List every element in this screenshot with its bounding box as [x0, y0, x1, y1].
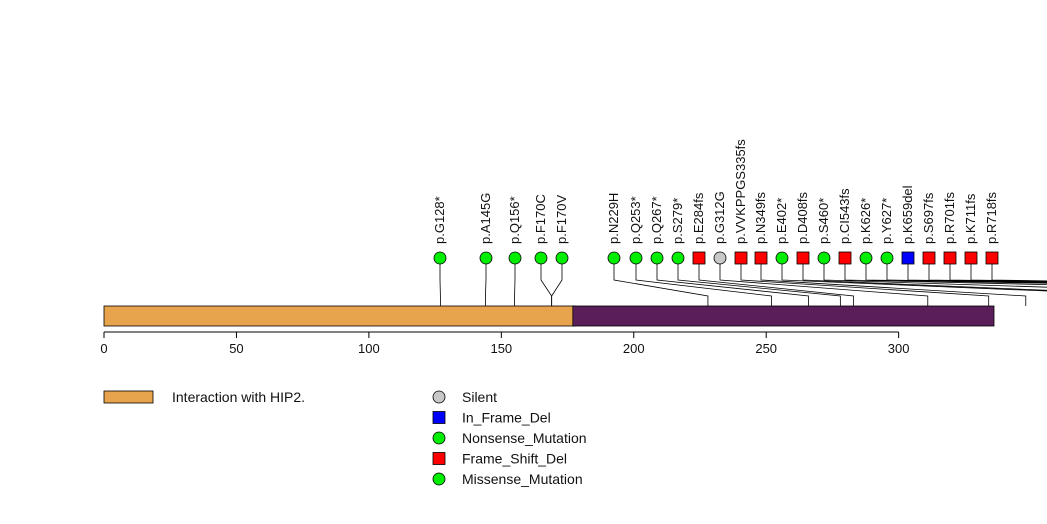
axis-tick-label: 0 — [100, 341, 107, 356]
mutation-stem — [613, 258, 709, 306]
mutation-label: p.G312G — [712, 191, 727, 244]
mutation-label: p.K711fs — [963, 193, 978, 244]
legend-type-circle — [432, 390, 446, 404]
mutation-marker-square — [838, 251, 852, 265]
mutation-markers: p.G128* p.A145G p.Q156* p.F170C p.F170V p.N22… — [432, 139, 999, 265]
mutation-stem — [802, 258, 1047, 291]
mutation-stem — [970, 258, 1047, 282]
legend-type-square — [432, 411, 446, 424]
legend-type-square — [432, 452, 446, 465]
protein-backbone — [103, 305, 995, 327]
mutation-label: p.R718fs — [984, 191, 999, 244]
mutation-stem — [760, 258, 1027, 306]
mutation-marker-square — [964, 251, 978, 265]
mutation-marker-circle — [555, 251, 569, 265]
mutation-marker-circle — [650, 251, 664, 265]
mutation-label: p.E284fs — [691, 192, 706, 244]
mutation-stem — [823, 258, 1047, 288]
mutation-marker-square — [796, 251, 810, 265]
mutation-label: p.Q156* — [507, 196, 522, 244]
mutation-marker-circle — [508, 251, 522, 265]
mutation-stem — [740, 258, 990, 306]
mutation-stem — [485, 258, 487, 306]
mutation-marker-circle — [534, 251, 548, 265]
mutation-stem — [928, 258, 1047, 283]
axis-tick-label: 50 — [229, 341, 243, 356]
mutation-marker-circle — [859, 251, 873, 265]
mutation-marker-square — [985, 251, 999, 265]
mutation-marker-square — [943, 251, 957, 265]
legend-domain-swatch — [103, 390, 154, 404]
mutation-stem — [551, 258, 563, 306]
mutation-label: p.N229H — [606, 193, 621, 244]
legend-type-label: Silent — [462, 389, 497, 405]
mutation-label: p.Q253* — [628, 196, 643, 244]
mutation-marker-circle — [817, 251, 831, 265]
mutation-marker-circle — [775, 251, 789, 265]
mutation-label: p.A145G — [478, 193, 493, 244]
mutation-stem — [886, 258, 1047, 284]
mutation-marker-circle — [607, 251, 621, 265]
mutation-label: p.S279* — [670, 198, 685, 244]
mutation-label: p.S460* — [816, 198, 831, 244]
mutation-marker-square — [754, 251, 768, 265]
mutation-stem — [907, 258, 1047, 283]
axis-tick-label: 100 — [358, 341, 380, 356]
axis-tick-label: 250 — [755, 341, 777, 356]
mutation-label: p.K659del — [900, 185, 915, 244]
mutation-marker-circle — [713, 251, 727, 265]
legend: Interaction with HIP2. Silent In_Frame_Del… — [103, 389, 587, 487]
legend-type-label: Nonsense_Mutation — [462, 430, 587, 446]
mutation-marker-circle — [629, 251, 643, 265]
mutation-stem — [865, 258, 1047, 284]
mutation-stem — [635, 258, 772, 306]
mutation-stem — [991, 258, 1047, 282]
mutation-stem — [781, 258, 1047, 292]
mutation-stem — [844, 258, 1047, 286]
axis-tick-label: 200 — [623, 341, 645, 356]
mutation-label: p.Y627* — [879, 198, 894, 244]
mutation-label: p.F170C — [533, 194, 548, 244]
legend-type-circle — [432, 472, 446, 486]
mutation-label: p.G128* — [432, 196, 447, 244]
mutation-stem — [540, 258, 553, 306]
connector-lines — [439, 258, 1047, 306]
domain-1 — [572, 305, 995, 327]
axis-tick-label: 150 — [490, 341, 512, 356]
mutation-label: p.F170V — [554, 195, 569, 244]
mutation-marker-square — [692, 251, 706, 265]
mutation-label: p.K626* — [858, 198, 873, 244]
mutation-label: p.S697fs — [921, 192, 936, 244]
legend-type-label: Missense_Mutation — [462, 471, 583, 487]
mutation-label: p.VVKPPGS335fs — [733, 139, 748, 244]
mutation-marker-circle — [880, 251, 894, 265]
x-axis: 0 50 100 150 200 250 300 — [100, 331, 910, 356]
mutation-marker-square — [734, 251, 748, 265]
legend-domain-label: Interaction with HIP2. — [172, 389, 305, 405]
mutation-label: p.D408fs — [795, 191, 810, 244]
mutation-stem — [949, 258, 1047, 282]
mutation-marker-square — [922, 251, 936, 265]
mutation-label: p.N349fs — [753, 191, 768, 244]
legend-type-label: Frame_Shift_Del — [462, 451, 567, 467]
legend-type-circle — [432, 431, 446, 445]
mutation-label: p.R701fs — [942, 191, 957, 244]
mutation-stem — [698, 258, 855, 306]
mutation-label: p.E402* — [774, 198, 789, 244]
mutation-stem — [677, 258, 841, 306]
legend-type-label: In_Frame_Del — [462, 410, 551, 426]
mutation-stem — [656, 258, 809, 306]
mutation-label: p.CI543fs — [837, 188, 852, 244]
mutation-marker-square — [901, 251, 915, 265]
axis-tick-label: 300 — [888, 341, 910, 356]
mutation-marker-circle — [671, 251, 685, 265]
mutation-label: p.Q267* — [649, 196, 664, 244]
mutation-marker-circle — [479, 251, 493, 265]
mutation-stem — [719, 258, 929, 306]
domain-0 — [103, 305, 576, 327]
mutation-marker-circle — [433, 251, 447, 265]
